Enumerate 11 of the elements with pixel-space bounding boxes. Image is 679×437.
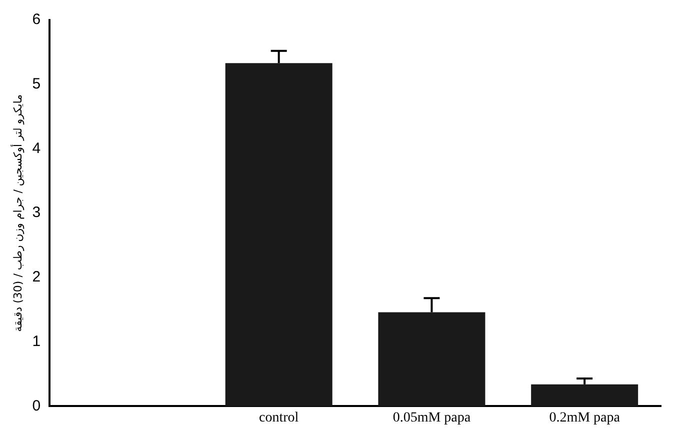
- y-tick-label: 4: [32, 140, 41, 157]
- y-tick-label: 0: [32, 397, 41, 414]
- y-tick-label: 5: [32, 76, 41, 93]
- x-tick-label: control: [259, 410, 299, 426]
- x-tick-label: 0.05mM papa: [392, 410, 472, 426]
- y-axis-title: مايكرو لتر أوكسجين / جرام وزن رطب / (30) دقيقة: [10, 94, 24, 332]
- y-tick-label: 6: [32, 11, 41, 28]
- y-tick-label: 3: [32, 204, 41, 222]
- y-tick-label: 1: [32, 332, 41, 350]
- x-tick-label: 0.2mM papa: [549, 410, 621, 426]
- y-tick-label: 2: [32, 268, 41, 286]
